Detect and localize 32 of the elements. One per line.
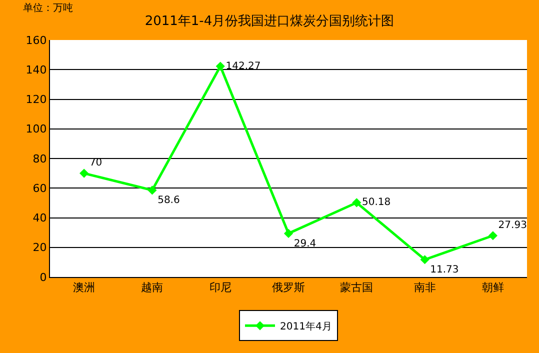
- data-label: 11.73: [430, 264, 459, 276]
- data-label: 29.4: [294, 238, 316, 250]
- y-tick-label: 100: [26, 122, 47, 136]
- x-tick-label: 越南: [141, 281, 164, 294]
- point: [284, 228, 294, 238]
- y-tick-label: 80: [32, 152, 47, 166]
- data-label: 50.18: [362, 197, 391, 208]
- x-tick-label: 澳洲: [73, 281, 96, 294]
- y-tick-label: 40: [32, 212, 47, 225]
- point: [216, 62, 225, 71]
- point: [148, 186, 157, 195]
- y-tick-label: 0: [40, 270, 47, 284]
- y-tick-label: 20: [32, 241, 47, 254]
- chart-title: 2011年1-4月份我国进口煤炭分国别统计图: [144, 14, 394, 29]
- y-tick-label: 160: [26, 34, 47, 47]
- data-label: 27.93: [498, 220, 527, 231]
- x-tick-label: 南非: [414, 281, 436, 294]
- point: [420, 255, 430, 264]
- point: [352, 198, 362, 208]
- text: 单位：万吨: [23, 2, 73, 14]
- y-tick-label: 140: [26, 63, 47, 76]
- x-tick-label: 朝鲜: [482, 281, 504, 294]
- x-tick-label: 印尼: [209, 281, 232, 294]
- x-tick-label: 俄罗斯: [272, 281, 305, 294]
- y-tick-label: 120: [26, 93, 47, 106]
- x-tick-label: 蒙古国: [340, 281, 374, 294]
- point: [488, 231, 498, 240]
- y-tick-label: 60: [32, 182, 47, 195]
- data-label: 142.27: [226, 60, 261, 72]
- data-label: 58.6: [158, 195, 180, 206]
- legend-label: 2011年4月: [280, 320, 332, 333]
- point: [80, 168, 89, 178]
